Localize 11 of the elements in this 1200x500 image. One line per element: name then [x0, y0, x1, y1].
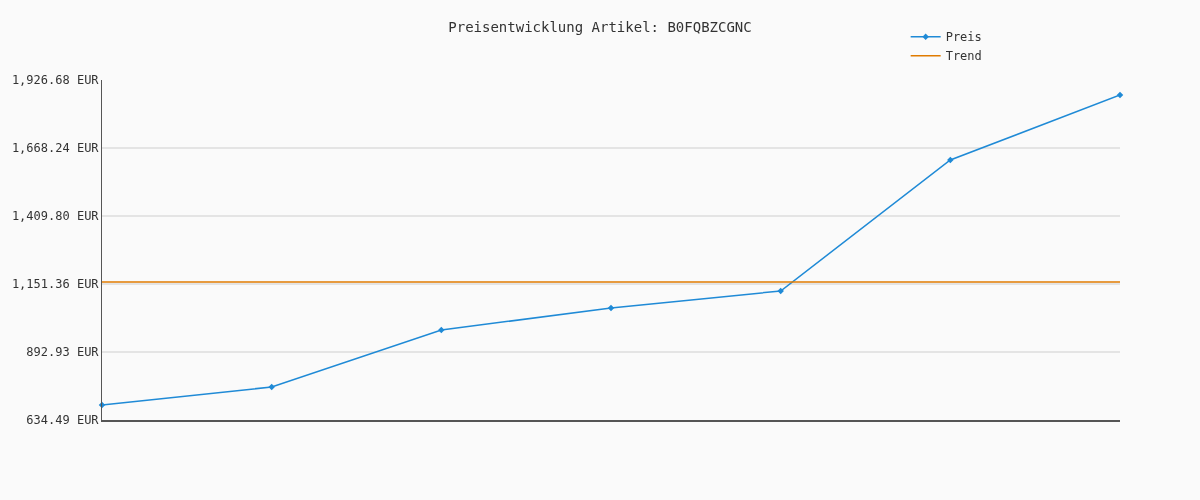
- point: [1116, 91, 1124, 99]
- point: [607, 304, 615, 312]
- legend-label: Preis: [945, 30, 982, 45]
- y-tick-label: 1,668.24 EUR: [11, 141, 100, 156]
- y-tick-label: 634.49 EUR: [26, 413, 100, 428]
- legend-label: Trend: [945, 49, 982, 64]
- y-tick-label: 1,151.36 EUR: [11, 277, 100, 292]
- chart-title: Preisentwicklung Artikel: B0FQBZCGNC: [448, 19, 752, 36]
- y-tick-label: 892.93 EUR: [26, 345, 100, 360]
- y-tick-label: 1,926.68 EUR: [11, 73, 100, 88]
- y-tick-label: 1,409.80 EUR: [11, 209, 100, 224]
